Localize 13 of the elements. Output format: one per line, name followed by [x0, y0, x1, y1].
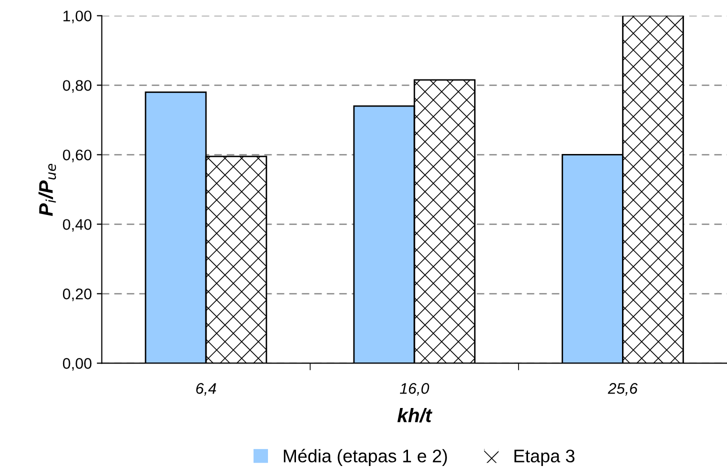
- legend-label: Etapa 3: [514, 450, 574, 466]
- legend-label: Média (etapas 1 e 2): [284, 448, 447, 466]
- y-tick-label: 0,20: [62, 288, 92, 302]
- y-axis-title: P$_{i}$/P$_{ue}$: [38, 164, 56, 216]
- x-tick-label: 25,6: [608, 383, 638, 396]
- y-tick-label: 0,40: [62, 219, 92, 232]
- y-tick-label: 1,00: [63, 10, 92, 24]
- x-axis-title: kh/t: [397, 408, 432, 422]
- y-tick-label: 0,60: [62, 150, 92, 162]
- x-tick-label: 16,0: [400, 383, 430, 396]
- y-tick-label: 0,80: [62, 80, 92, 93]
- y-tick-label: 0,00: [62, 358, 92, 371]
- x-tick-label: 6,4: [196, 383, 216, 396]
